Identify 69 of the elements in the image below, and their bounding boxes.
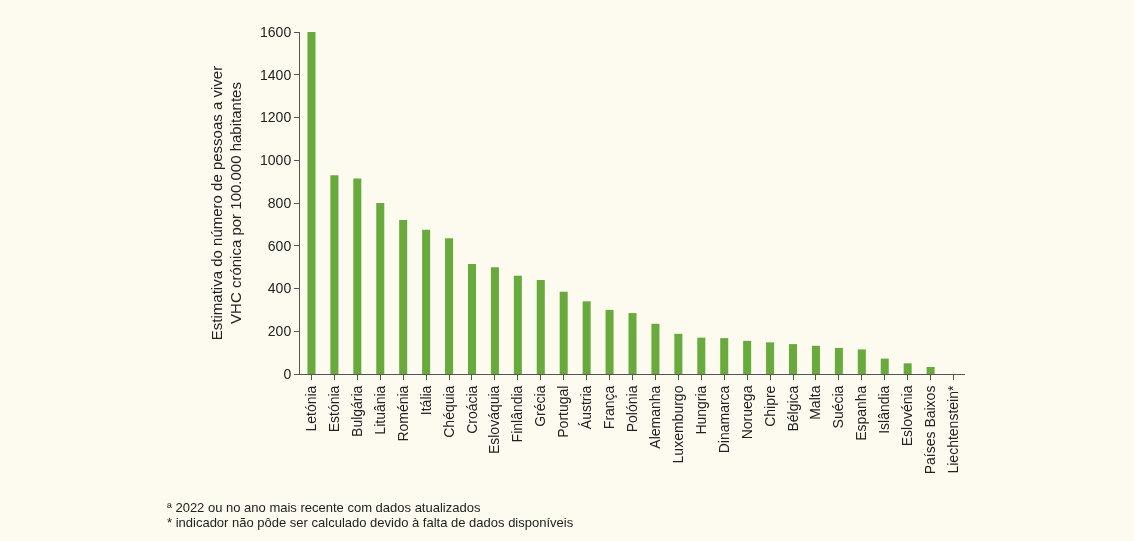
bar xyxy=(513,275,522,374)
x-tick-label: Hungria xyxy=(692,385,709,435)
x-tick-label: Grécia xyxy=(532,385,549,427)
x-tick-label: Espanha xyxy=(853,385,870,441)
x-tick-label: Portugal xyxy=(555,385,572,438)
x-tick-label: Lituânia xyxy=(371,385,388,435)
bar xyxy=(330,175,339,374)
text: ª 2022 ou no ano mais recente com dados atualizados xyxy=(167,500,481,515)
x-tick-label: Países Baixos xyxy=(922,385,939,475)
bar xyxy=(766,342,775,374)
bar xyxy=(353,178,362,374)
bar xyxy=(422,229,431,374)
x-tick-label: Bélgica xyxy=(784,385,801,432)
bar xyxy=(697,337,706,374)
x-tick-label: Suécia xyxy=(830,385,847,429)
bar xyxy=(720,338,729,374)
x-tick-label: Croácia xyxy=(463,385,480,434)
x-tick-label: Luxemburgo xyxy=(669,385,686,464)
x-tick-label: Chipre xyxy=(761,385,778,427)
y-tick-label: 0 xyxy=(283,365,292,382)
bar xyxy=(582,301,591,374)
y-tick-label: 1400 xyxy=(260,66,292,83)
x-tick-label: Dinamarca xyxy=(715,385,732,454)
y-tick-label: 1200 xyxy=(260,109,292,126)
y-tick-label: 1000 xyxy=(260,152,292,169)
bar xyxy=(376,203,385,374)
bar xyxy=(467,263,476,374)
bar xyxy=(834,347,843,374)
y-axis-title: Estimativa do número de pessoas a viver VHC crónica por 100.000 habitantes xyxy=(207,65,245,341)
bar xyxy=(651,323,660,374)
x-tick-label: Malta xyxy=(807,385,824,420)
bar xyxy=(789,344,798,374)
bar xyxy=(880,358,889,374)
bar xyxy=(674,333,683,374)
bar xyxy=(399,220,408,374)
bar xyxy=(926,366,935,374)
bar xyxy=(307,32,316,374)
bar xyxy=(490,267,499,374)
text: * indicador não pôde ser calculado devido à falta de dados disponíveis xyxy=(167,515,574,530)
x-tick-label: Islândia xyxy=(876,385,893,434)
y-tick-label: 600 xyxy=(267,237,292,254)
bar xyxy=(559,291,568,374)
x-tick-label: Letónia xyxy=(303,385,320,432)
x-tick-label: França xyxy=(601,385,618,430)
x-tick-label: Polónia xyxy=(624,385,641,433)
x-tick-label: Itália xyxy=(417,385,434,416)
bar xyxy=(628,313,637,374)
y-tick-label: 800 xyxy=(267,194,292,211)
x-tick-label: Eslovénia xyxy=(899,385,916,447)
y-tick-label: 400 xyxy=(267,280,292,297)
bar xyxy=(536,279,545,374)
bar xyxy=(605,309,614,374)
x-tick-label: Finlândia xyxy=(509,385,526,443)
x-tick-label: Bulgária xyxy=(348,385,365,437)
x-tick-label: Noruega xyxy=(738,385,755,440)
bar xyxy=(743,340,752,374)
x-tick-label: Áustria xyxy=(578,385,595,430)
bar xyxy=(857,349,866,374)
bar xyxy=(811,345,820,374)
x-tick-label: Alemanha xyxy=(646,385,663,449)
x-tick-label: Roménia xyxy=(394,385,411,442)
y-tick-label: 1600 xyxy=(260,23,292,40)
x-tick-label: Liechtenstein* xyxy=(945,385,962,474)
x-tick-label: Eslováquia xyxy=(486,385,503,455)
x-tick-label: Chéquia xyxy=(440,385,457,438)
y-tick-label: 200 xyxy=(267,323,292,340)
bar xyxy=(903,363,912,374)
bar xyxy=(445,238,454,374)
x-tick-label: Estónia xyxy=(325,385,342,433)
